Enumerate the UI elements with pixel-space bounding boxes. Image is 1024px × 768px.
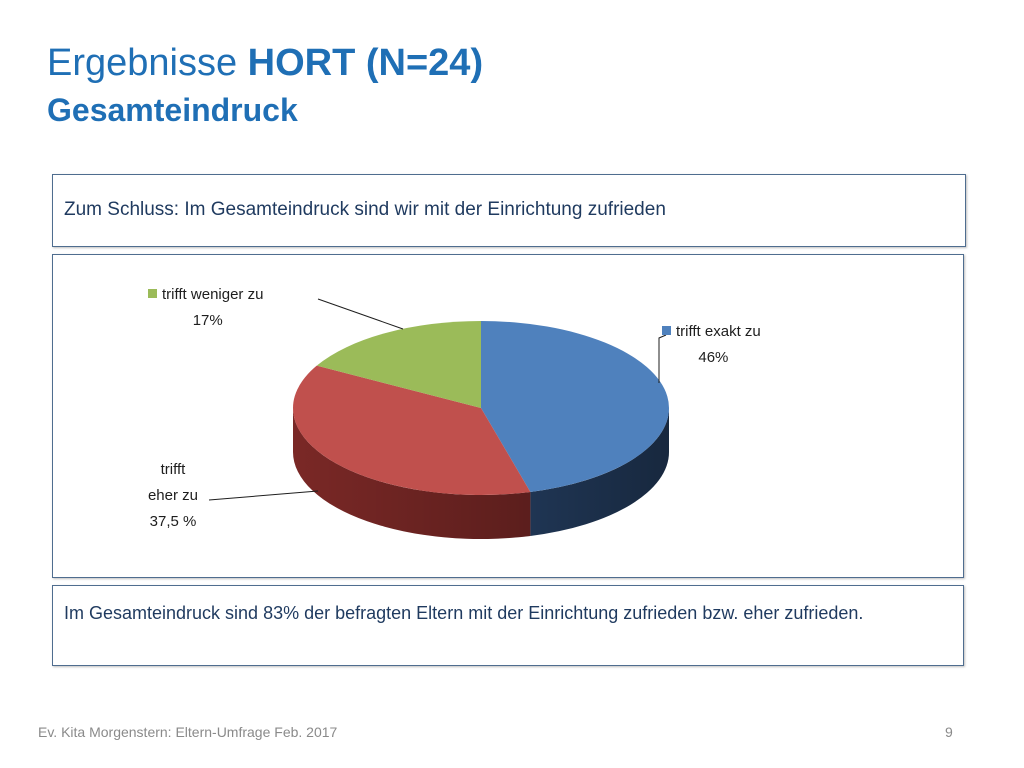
pie-side-shade-0 (530, 408, 669, 536)
leader-line-0 (658, 334, 667, 383)
pie-slice-0 (481, 321, 669, 492)
chart-box: trifft exakt zu 46% trifft eher zu 37,5 % tri… (52, 254, 964, 578)
footer-text: Ev. Kita Morgenstern: Eltern-Umfrage Feb… (38, 724, 338, 740)
legend-swatch-2 (148, 289, 157, 298)
leader-line-1 (208, 490, 319, 501)
pie-chart: trifft exakt zu 46% trifft eher zu 37,5 % tri… (148, 286, 761, 539)
question-box: Zum Schluss: Im Gesamteindruck sind wir … (52, 174, 966, 247)
page-number: 9 (945, 724, 953, 740)
summary-box: Im Gesamteindruck sind 83% der befragten… (52, 585, 964, 666)
slice-label-1-line-1: eher zu (148, 487, 198, 504)
legend-swatch-0 (662, 326, 671, 335)
leader-lines (208, 298, 667, 501)
page-subtitle: Gesamteindruck (47, 92, 298, 128)
summary-text: Im Gesamteindruck sind 83% der befragten… (64, 603, 864, 623)
slice-name-2: trifft weniger zu (162, 286, 263, 303)
slice-value-0: 46% (698, 349, 728, 366)
slice-label-1-line-2: 37,5 % (150, 513, 197, 530)
pie-side-shade-1 (293, 408, 531, 539)
leader-line-2 (317, 298, 404, 330)
question-text: Zum Schluss: Im Gesamteindruck sind wir … (64, 199, 666, 220)
slice-name-0: trifft exakt zu (676, 323, 761, 340)
pie-slice-2 (316, 321, 481, 408)
slice-labels: trifft exakt zu 46% trifft eher zu 37,5 % tri… (148, 286, 761, 530)
slice-value-2: 17% (193, 312, 223, 329)
pie-slice-1 (292, 365, 531, 495)
page-title: Ergebnisse HORT (N=24) (47, 42, 484, 84)
pie-tops (292, 321, 669, 495)
slice-label-1-line-0: trifft (161, 461, 187, 478)
pie-sides (293, 408, 669, 539)
